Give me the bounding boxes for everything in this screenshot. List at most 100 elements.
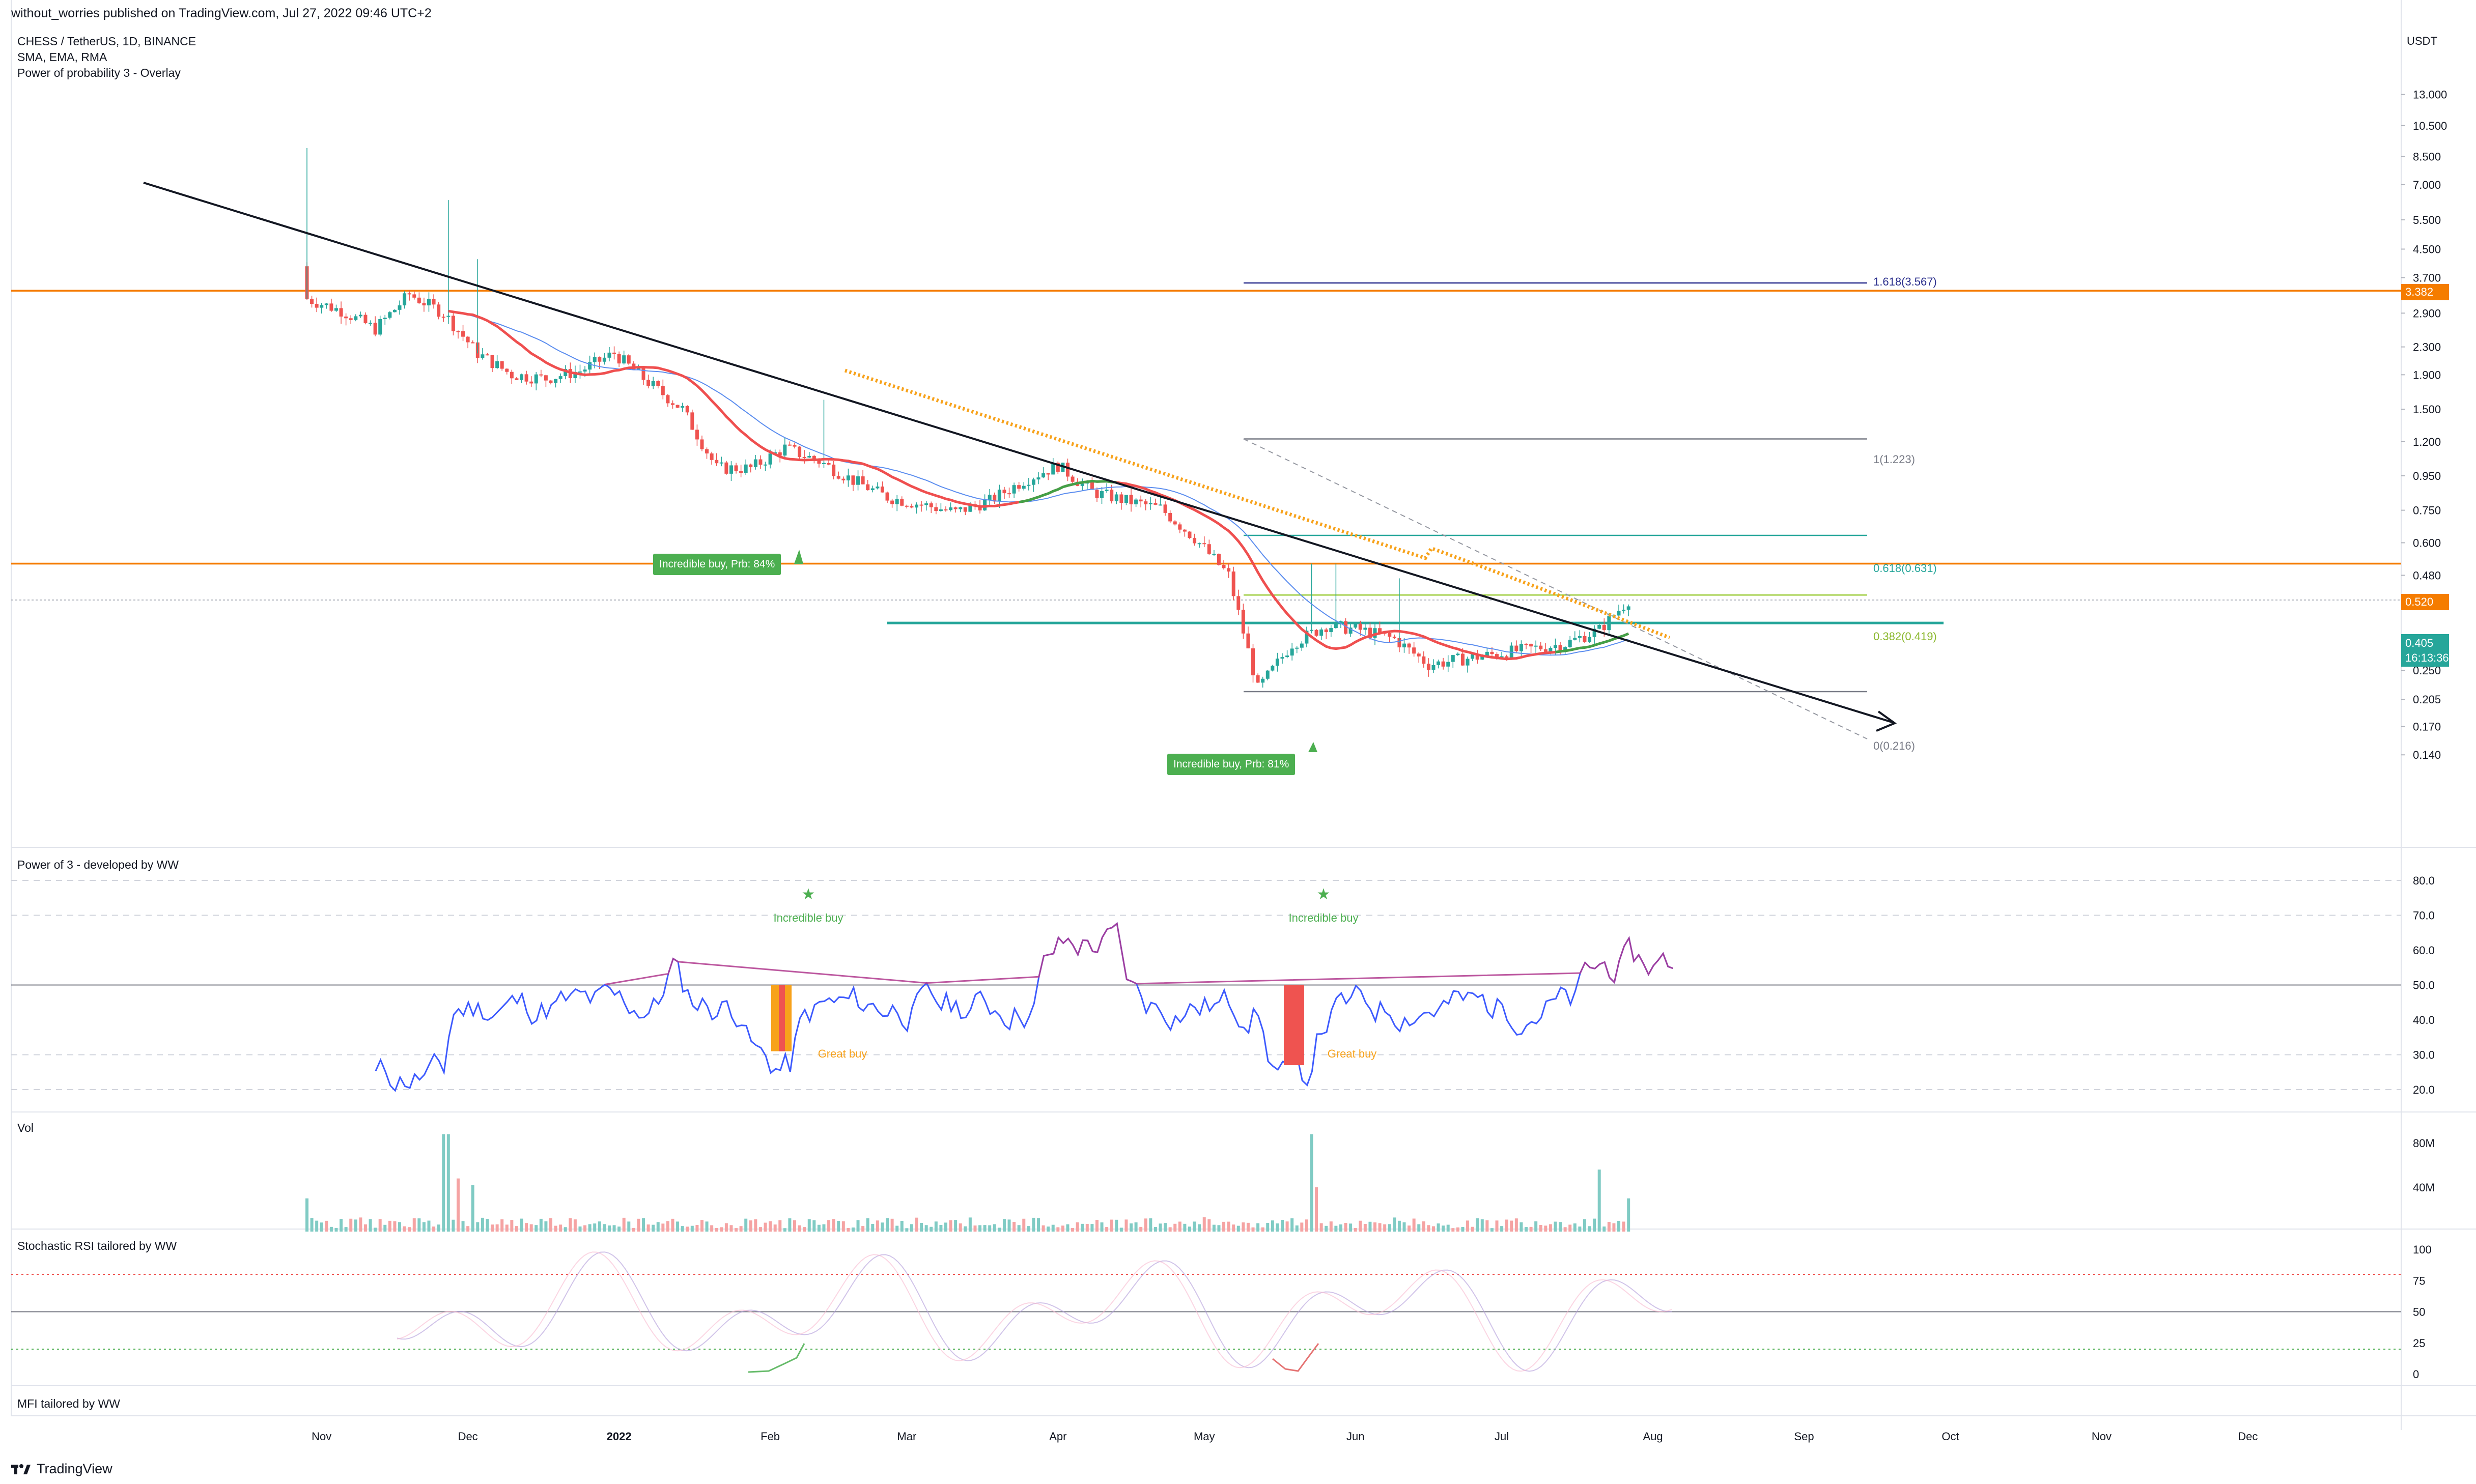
volume-bar	[1563, 1227, 1567, 1232]
price-tick-label: 7.000	[2413, 179, 2441, 191]
candle-body	[671, 403, 674, 405]
stoch-d-line	[397, 1251, 1672, 1372]
candle-body	[461, 331, 465, 337]
volume-bar	[1037, 1218, 1040, 1232]
volume-bar	[320, 1222, 323, 1232]
candle-body	[627, 355, 631, 364]
volume-bar	[461, 1221, 465, 1232]
power-annotation: Incredible buy	[773, 911, 843, 924]
candle-body	[1285, 655, 1289, 658]
candle-body	[422, 303, 426, 306]
price-tick-label: 13.000	[2413, 89, 2447, 101]
volume-bar	[778, 1220, 782, 1232]
trendline-arrowhead	[1876, 710, 1897, 732]
candle-body	[695, 430, 699, 440]
volume-bar	[1164, 1223, 1167, 1232]
volume-bar	[1597, 1169, 1601, 1232]
volume-bar	[1153, 1227, 1157, 1232]
overlay-indicator[interactable]: Power of probability 3 - Overlay	[17, 66, 181, 79]
candle-body	[1183, 529, 1187, 532]
volume-bar	[822, 1224, 826, 1232]
volume-bar	[637, 1218, 640, 1232]
candle-body	[885, 492, 889, 501]
candle-body	[437, 304, 441, 317]
candle-body	[1466, 659, 1470, 666]
candle-body	[1485, 651, 1489, 657]
volume-bar	[993, 1224, 996, 1232]
candle-body	[1524, 643, 1528, 645]
candle-body	[963, 507, 967, 512]
power-pane-title[interactable]: Power of 3 - developed by WW	[17, 858, 179, 871]
candle-body	[1324, 629, 1328, 632]
symbol-title[interactable]: CHESS / TetherUS, 1D, BINANCE	[17, 35, 196, 48]
candle-body	[369, 323, 373, 324]
indicator-list[interactable]: SMA, EMA, RMA	[17, 50, 107, 64]
candle-body	[1363, 627, 1367, 630]
candle-body	[1558, 645, 1562, 651]
fib-label: 0(0.216)	[1873, 739, 1915, 752]
volume-bar	[973, 1225, 977, 1232]
volume-bar	[456, 1178, 460, 1232]
candle-body	[1534, 645, 1538, 647]
candle-body	[817, 460, 821, 464]
volume-bar	[495, 1224, 499, 1232]
volume-bar	[1344, 1222, 1347, 1232]
candle-body	[744, 464, 748, 473]
volume-bar	[1095, 1219, 1099, 1232]
volume-bar	[593, 1223, 597, 1232]
volume-bar	[1627, 1198, 1630, 1232]
mfi-pane-title[interactable]: MFI tailored by WW	[17, 1397, 120, 1410]
volume-bar	[1115, 1219, 1118, 1232]
candle-body	[1051, 463, 1055, 475]
volume-bar	[661, 1223, 665, 1232]
price-tick-label: 0.205	[2413, 693, 2441, 706]
stoch-pane-title[interactable]: Stochastic RSI tailored by WW	[17, 1239, 177, 1252]
candle-body	[451, 316, 455, 331]
volume-bar	[1242, 1222, 1245, 1232]
candle-body	[1314, 630, 1318, 636]
volume-bar	[681, 1226, 684, 1232]
volume-bar	[905, 1228, 909, 1232]
volume-bar	[1193, 1221, 1196, 1232]
volume-bar	[1422, 1221, 1425, 1232]
signal-label: Incredible buy, Prb: 84%	[653, 554, 781, 575]
volume-bar	[793, 1220, 796, 1232]
volume-bar	[646, 1224, 650, 1232]
volume-bar	[1349, 1223, 1353, 1232]
volume-bar	[656, 1222, 660, 1232]
candle-body	[1348, 627, 1353, 634]
volume-bar	[1071, 1228, 1075, 1232]
volume-bar	[1466, 1220, 1470, 1232]
volume-bar	[1061, 1225, 1064, 1232]
volume-bar	[412, 1218, 416, 1232]
volume-bar	[1276, 1223, 1279, 1232]
candle-body	[1163, 504, 1167, 513]
time-tick-label: Sep	[1794, 1430, 1814, 1443]
candle-body	[417, 297, 421, 303]
candle-body	[1568, 640, 1572, 647]
volume-bar	[783, 1228, 786, 1232]
candle-body	[983, 500, 987, 510]
candle-body	[485, 354, 489, 356]
volume-bar	[871, 1223, 875, 1232]
candle-body	[978, 505, 982, 510]
candle-body	[1514, 645, 1518, 651]
bar-countdown: 16:13:36	[2405, 651, 2449, 664]
volume-bar	[603, 1224, 606, 1232]
volume-bar	[847, 1228, 850, 1232]
volume-bar	[910, 1224, 913, 1232]
volume-bar	[832, 1219, 835, 1232]
volume-bar	[1285, 1221, 1289, 1232]
volume-bar	[1305, 1219, 1308, 1232]
volume-bar	[1168, 1227, 1172, 1232]
stoch-oversold-highlight	[748, 1343, 805, 1373]
volume-pane-title[interactable]: Vol	[17, 1121, 34, 1134]
tradingview-logo[interactable]: TradingView	[11, 1461, 112, 1477]
price-tick-label: 4.500	[2413, 243, 2441, 255]
candle-body	[349, 318, 353, 320]
volume-bar	[315, 1220, 319, 1232]
volume-bar	[1485, 1220, 1489, 1232]
volume-bar	[510, 1220, 514, 1232]
candle-body	[1100, 491, 1104, 498]
